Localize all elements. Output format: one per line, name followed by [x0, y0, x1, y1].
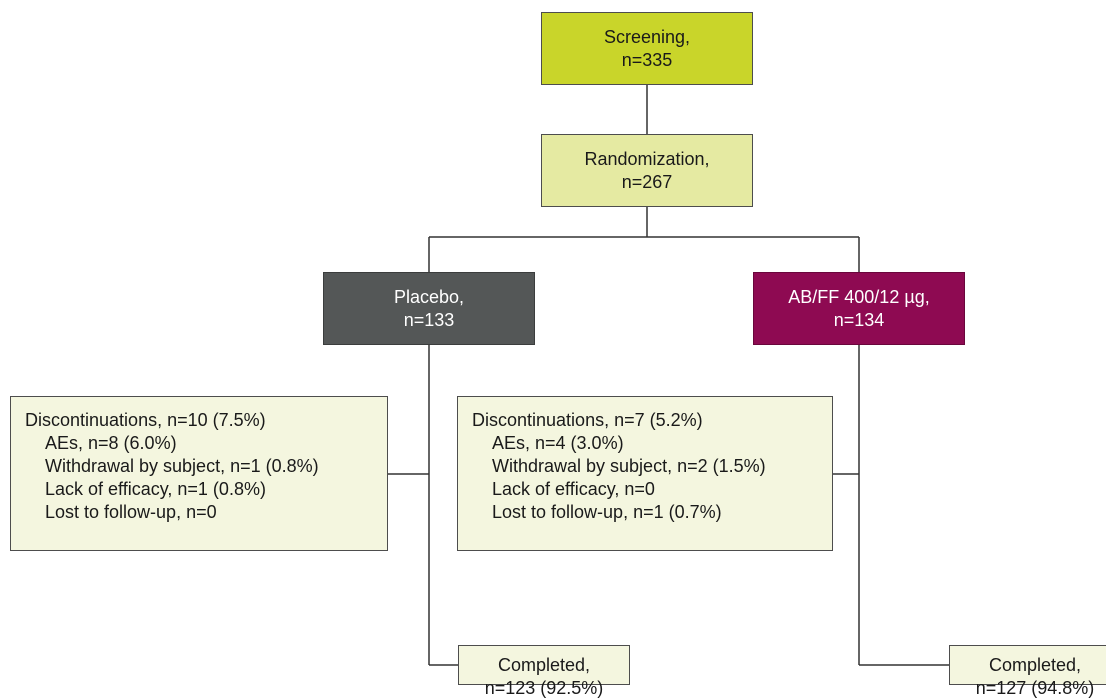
placebo-discontinuations-box: Discontinuations, n=10 (7.5%) AEs, n=8 (…: [10, 396, 388, 551]
abff-arm-label: AB/FF 400/12 µg,: [788, 286, 930, 307]
placebo-completed-count: n=123 (92.5%): [484, 678, 604, 698]
connector-lines: [388, 85, 949, 666]
randomization-box: Randomization, n=267: [541, 134, 753, 207]
abff-reason-lost-to-follow-up: Lost to follow-up, n=1 (0.7%): [492, 502, 722, 522]
placebo-reason-aes: AEs, n=8 (6.0%): [45, 433, 177, 453]
placebo-arm-count: n=133: [403, 309, 455, 330]
randomization-label: Randomization,: [584, 148, 710, 169]
placebo-completed-label: Completed,: [497, 655, 591, 675]
randomization-count: n=267: [621, 171, 673, 192]
abff-discontinuations-heading: Discontinuations, n=7 (5.2%): [472, 410, 703, 430]
abff-completed-label: Completed,: [988, 655, 1082, 675]
abff-reason-withdrawal: Withdrawal by subject, n=2 (1.5%): [492, 456, 766, 476]
placebo-reason-lack-of-efficacy: Lack of efficacy, n=1 (0.8%): [45, 479, 266, 499]
abff-discontinuations-box: Discontinuations, n=7 (5.2%) AEs, n=4 (3…: [457, 396, 833, 551]
screening-label: Screening,: [603, 26, 691, 47]
placebo-reason-withdrawal: Withdrawal by subject, n=1 (0.8%): [45, 456, 319, 476]
consort-flow-diagram: Screening, n=335 Randomization, n=267 Pl…: [10, 12, 1106, 698]
abff-completed-box: Completed, n=127 (94.8%): [949, 645, 1106, 698]
placebo-arm-box: Placebo, n=133: [323, 272, 535, 345]
placebo-reason-lost-to-follow-up: Lost to follow-up, n=0: [45, 502, 217, 522]
abff-reason-lack-of-efficacy: Lack of efficacy, n=0: [492, 479, 655, 499]
placebo-discontinuations-heading: Discontinuations, n=10 (7.5%): [25, 410, 266, 430]
placebo-completed-box: Completed, n=123 (92.5%): [458, 645, 630, 698]
abff-arm-box: AB/FF 400/12 µg, n=134: [753, 272, 965, 345]
screening-count: n=335: [621, 49, 673, 70]
abff-completed-count: n=127 (94.8%): [975, 678, 1095, 698]
abff-reason-aes: AEs, n=4 (3.0%): [492, 433, 624, 453]
abff-arm-count: n=134: [833, 309, 885, 330]
placebo-arm-label: Placebo,: [393, 286, 465, 307]
screening-box: Screening, n=335: [541, 12, 753, 85]
